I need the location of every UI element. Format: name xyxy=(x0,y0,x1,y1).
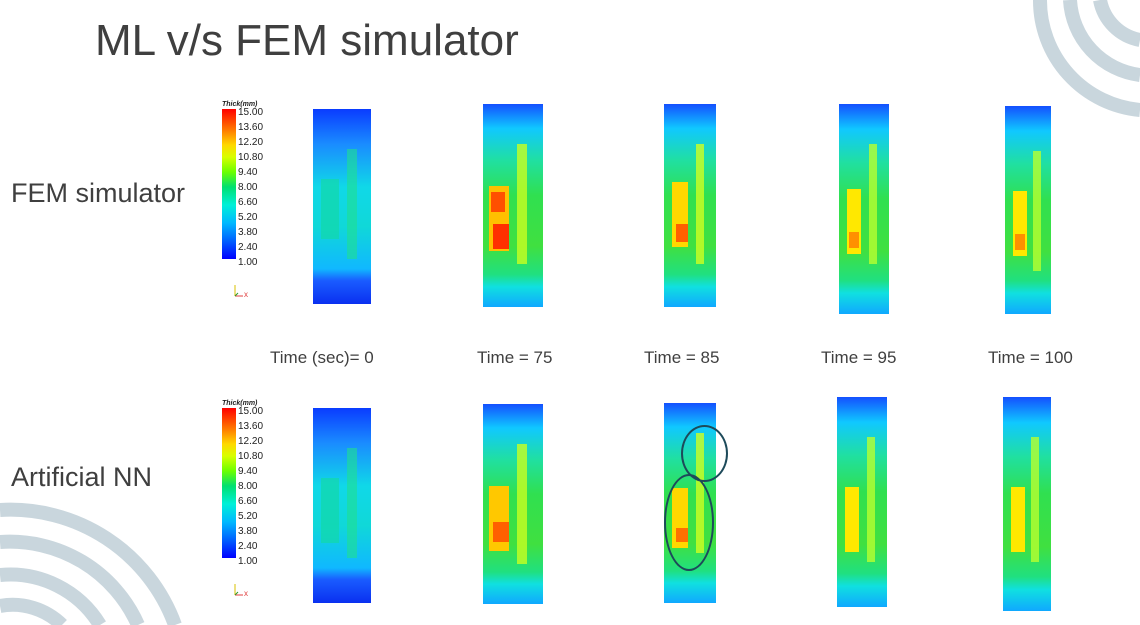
time-label-0: Time (sec)= 0 xyxy=(270,348,374,367)
scale-tick: 1.00 xyxy=(238,556,258,567)
scale-tick: 15.00 xyxy=(238,406,264,417)
scale-tick: 5.20 xyxy=(238,212,258,223)
axis-x-label: x xyxy=(244,589,248,598)
scale-tick: 15.00 xyxy=(238,107,264,118)
scale-tick: 8.00 xyxy=(238,182,258,193)
scale-colorbar xyxy=(222,408,236,558)
highlight-ellipse-lower xyxy=(664,474,714,571)
scale-tick: 12.20 xyxy=(238,137,264,148)
scale-tick: 13.60 xyxy=(238,421,264,432)
scale-tick: 5.20 xyxy=(238,511,258,522)
time-label-4: Time = 100 xyxy=(988,348,1073,367)
nn-panel-t0 xyxy=(313,408,371,603)
axis-triad-icon xyxy=(234,285,243,297)
scale-tick: 12.20 xyxy=(238,436,264,447)
scale-tick: 2.40 xyxy=(238,242,258,253)
time-label-3: Time = 95 xyxy=(821,348,897,367)
nn-panel-t75 xyxy=(483,404,543,604)
time-label-2: Time = 85 xyxy=(644,348,720,367)
scale-tick: 9.40 xyxy=(238,466,258,477)
axis-x-label: x xyxy=(244,290,248,299)
scale-header: Thick(mm) xyxy=(222,400,258,407)
decorative-arcs-bottom-left xyxy=(0,502,182,625)
fem-row-label: FEM simulator xyxy=(11,178,186,208)
scale-tick: 2.40 xyxy=(238,541,258,552)
fem-panel-t0 xyxy=(313,109,371,304)
fem-panel-t95 xyxy=(839,104,889,314)
scale-tick: 1.00 xyxy=(238,257,258,268)
fem-panel-t100 xyxy=(1005,106,1051,314)
scale-tick: 10.80 xyxy=(238,152,264,163)
scale-tick: 6.60 xyxy=(238,197,258,208)
scale-tick: 3.80 xyxy=(238,227,258,238)
scale-header: Thick(mm) xyxy=(222,101,258,108)
scale-tick: 10.80 xyxy=(238,451,264,462)
nn-row-label: Artificial NN xyxy=(11,462,153,492)
nn-panel-t95 xyxy=(837,397,887,607)
color-scale-nn: Thick(mm) 15.00 13.60 12.20 10.80 9.40 8… xyxy=(222,400,292,600)
scale-tick: 8.00 xyxy=(238,481,258,492)
decorative-arcs-top-right xyxy=(1032,0,1140,117)
scale-tick: 3.80 xyxy=(238,526,258,537)
nn-panel-t100 xyxy=(1003,397,1051,611)
scale-tick: 6.60 xyxy=(238,496,258,507)
fem-panel-t85 xyxy=(664,104,716,307)
axis-triad-icon xyxy=(234,584,243,596)
page-title: ML v/s FEM simulator xyxy=(95,16,519,65)
time-label-1: Time = 75 xyxy=(477,348,553,367)
scale-tick: 13.60 xyxy=(238,122,264,133)
scale-colorbar xyxy=(222,109,236,259)
color-scale-fem: Thick(mm) 15.00 13.60 12.20 10.80 9.40 8… xyxy=(222,101,292,301)
scale-tick: 9.40 xyxy=(238,167,258,178)
fem-panel-t75 xyxy=(483,104,543,307)
highlight-ellipse-upper xyxy=(681,425,728,482)
